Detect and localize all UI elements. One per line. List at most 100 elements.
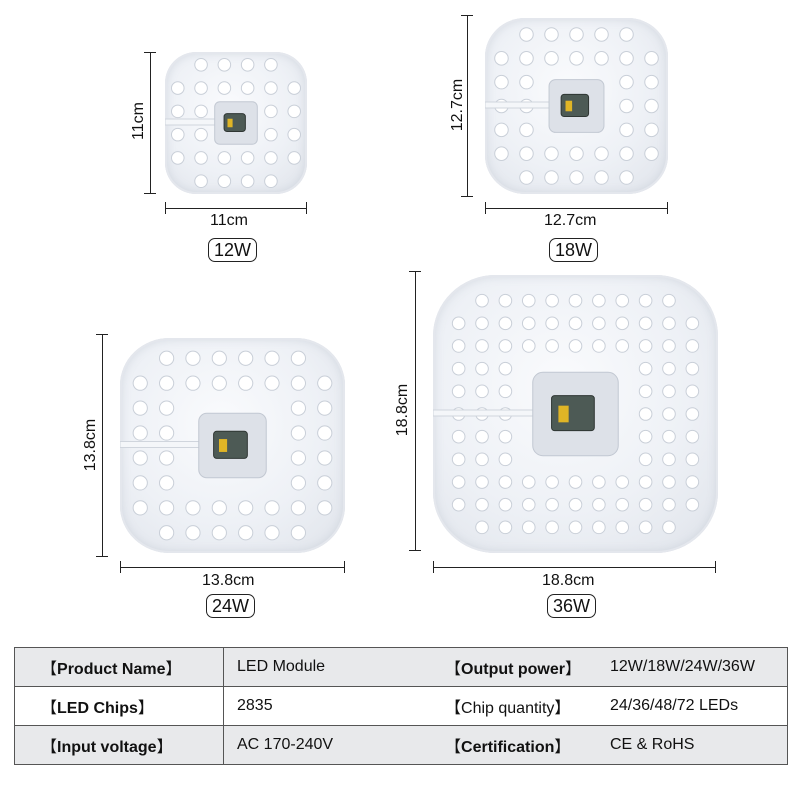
led-chip xyxy=(217,174,232,189)
led-chip xyxy=(545,316,559,331)
led-chip xyxy=(287,127,302,142)
led-chip xyxy=(545,520,559,535)
led-chip xyxy=(240,151,255,165)
led-chip xyxy=(569,27,584,42)
led-chip xyxy=(475,361,489,376)
led-chip xyxy=(662,293,676,308)
led-chip xyxy=(615,475,630,489)
led-chip xyxy=(519,51,534,66)
led-chip xyxy=(568,339,583,353)
led-chip xyxy=(615,293,630,308)
spec-value: 24/36/48/72 LEDs xyxy=(605,686,788,726)
led-chip xyxy=(498,339,513,353)
led-chip xyxy=(290,525,307,541)
spec-value: CE & RoHS xyxy=(605,725,788,765)
spec-value: AC 170-240V xyxy=(223,725,423,765)
led-chip xyxy=(185,525,201,541)
height-dimension-line xyxy=(461,15,473,197)
led-module-18w xyxy=(485,18,668,194)
led-chip xyxy=(662,475,676,489)
led-chip xyxy=(158,475,175,491)
led-chip xyxy=(644,146,659,161)
led-chip xyxy=(451,452,466,467)
led-chip xyxy=(238,375,254,391)
led-module-12w xyxy=(165,52,307,194)
power-wire xyxy=(485,101,554,109)
led-chip xyxy=(498,520,513,535)
width-dimension-line xyxy=(165,202,307,214)
led-chip xyxy=(264,57,278,72)
spec-value: LED Module xyxy=(223,647,423,687)
led-chip xyxy=(638,339,653,353)
led-chip xyxy=(494,146,509,161)
led-chip xyxy=(521,520,536,535)
led-chip xyxy=(475,293,489,308)
led-chip xyxy=(545,339,559,353)
led-chip xyxy=(644,51,659,66)
led-chip xyxy=(592,293,606,308)
led-chip xyxy=(287,104,302,119)
led-chip xyxy=(662,407,676,421)
led-chip xyxy=(451,361,466,376)
led-chip xyxy=(475,497,489,512)
spec-label: LED Chips xyxy=(57,700,138,717)
capacitor xyxy=(219,439,228,452)
led-chip xyxy=(544,146,559,161)
led-chip xyxy=(317,400,333,416)
led-chip xyxy=(519,27,534,42)
led-chip xyxy=(264,525,280,541)
led-chip xyxy=(211,375,227,391)
led-chip xyxy=(194,57,208,72)
led-chip xyxy=(638,520,653,535)
led-chip xyxy=(498,384,513,399)
led-chip xyxy=(521,497,536,512)
width-label: 18.8cm xyxy=(542,572,595,589)
led-chip xyxy=(521,475,536,489)
led-chip xyxy=(185,375,201,391)
led-chip xyxy=(170,104,185,119)
led-chip xyxy=(132,375,148,391)
wattage-badge: 36W xyxy=(547,594,597,618)
led-chip xyxy=(132,400,148,416)
led-chip xyxy=(568,316,583,331)
led-chip xyxy=(644,74,659,90)
spec-label: Output power xyxy=(461,661,565,678)
led-chip xyxy=(662,384,676,399)
led-chip xyxy=(170,151,185,165)
led-chip xyxy=(569,51,584,66)
led-chip xyxy=(519,122,534,138)
led-chip xyxy=(194,104,208,119)
led-chip xyxy=(494,74,509,90)
led-chip xyxy=(662,316,676,331)
driver-chip xyxy=(551,395,595,432)
led-chip xyxy=(685,429,700,444)
width-dimension-line xyxy=(485,202,668,214)
led-chip xyxy=(211,525,227,541)
led-chip xyxy=(194,127,208,142)
capacitor xyxy=(565,100,573,112)
led-chip xyxy=(638,384,653,399)
led-chip xyxy=(545,475,559,489)
led-chip xyxy=(544,51,559,66)
led-chip xyxy=(638,361,653,376)
width-label: 12.7cm xyxy=(544,212,597,229)
led-chip xyxy=(158,500,175,516)
led-chip xyxy=(238,500,254,516)
led-chip xyxy=(475,316,489,331)
led-chip xyxy=(619,98,634,114)
height-label: 18.8cm xyxy=(394,383,411,437)
power-wire xyxy=(165,118,220,126)
led-chip xyxy=(619,122,634,138)
led-chip xyxy=(185,500,201,516)
led-chip xyxy=(519,74,534,90)
width-label: 13.8cm xyxy=(202,572,255,589)
led-chip xyxy=(290,375,307,391)
wattage-badge: 12W xyxy=(208,238,258,262)
led-chip xyxy=(494,122,509,138)
led-chip xyxy=(685,316,700,331)
driver-chip xyxy=(560,93,590,118)
spec-value: 12W/18W/24W/36W xyxy=(605,647,788,687)
led-chip xyxy=(662,452,676,467)
led-chip xyxy=(568,475,583,489)
led-chip xyxy=(662,497,676,512)
